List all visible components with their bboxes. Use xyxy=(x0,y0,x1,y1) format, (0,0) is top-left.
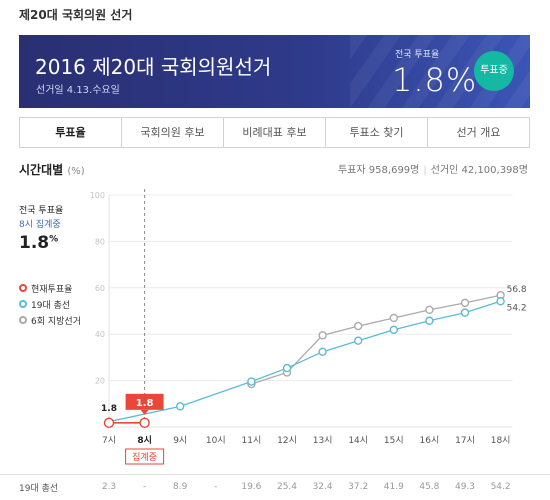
electorate-count: 선거인 42,100,398명 xyxy=(430,165,528,176)
legend-dot-local xyxy=(19,316,27,324)
legend-label-current: 현재투표율 xyxy=(31,284,73,295)
series-point-1 xyxy=(247,377,256,386)
series-start-label-0: 1.8 xyxy=(101,404,117,414)
tab-bar: 투표율 국회의원 후보 비례대표 후보 투표소 찾기 선거 개요 xyxy=(19,117,530,148)
aggregating-box xyxy=(125,448,165,465)
banner-national-rate: 1.8% xyxy=(392,61,478,99)
tab-turnout[interactable]: 투표율 xyxy=(55,126,86,139)
legend-item-current: 현재투표율 xyxy=(19,280,81,296)
footer-value: 32.4 xyxy=(312,482,333,492)
aggregation-time: 8시 집계중 xyxy=(19,220,61,230)
x-tick-label: 18시 xyxy=(491,435,511,446)
y-tick-label: 80 xyxy=(95,237,105,246)
series-end-label-1: 54.2 xyxy=(507,303,527,313)
section-unit: (%) xyxy=(67,166,85,177)
legend-label-local: 6회 지방선거 xyxy=(31,316,81,327)
y-tick-label: 100 xyxy=(90,191,105,200)
aggregating-label: 집계중 xyxy=(132,451,157,463)
footer-value: - xyxy=(142,482,147,492)
national-summary: 전국 투표율 8시 집계중 1.8% xyxy=(19,203,99,253)
banner-title: 2016 제20대 국회의원선거 xyxy=(35,55,272,79)
page-title: 제20대 국회의원 선거 xyxy=(19,8,133,22)
legend-item-19th: 19대 총선 xyxy=(19,296,81,312)
series-point-1 xyxy=(425,316,434,325)
section-title: 시간대별 (%) xyxy=(19,161,85,178)
x-tick-label: 8시 xyxy=(137,435,152,446)
tab-polling-station[interactable]: 투표소 찾기 xyxy=(325,118,427,147)
y-tick-label: 20 xyxy=(95,377,105,386)
legend-item-local: 6회 지방선거 xyxy=(19,312,81,328)
current-value-label: 1.8 xyxy=(136,398,154,409)
footer-value: 25.4 xyxy=(276,482,298,492)
series-point-1 xyxy=(354,336,363,345)
footer-value: 41.9 xyxy=(383,482,404,492)
series-point-0 xyxy=(103,417,115,429)
series-end-label-2: 56.8 xyxy=(507,285,527,295)
legend-dot-current xyxy=(19,284,27,292)
turnout-chart: 20 40 60 80 100 7시 8시 9시 10시 11시 12시 13시 14시 15시 16시 17… xyxy=(90,189,527,465)
banner-national-label: 전국 투표율 xyxy=(395,50,440,60)
election-banner: 2016 제20대 국회의원선거 선거일 4.13.수요일 전국 투표율 1.8… xyxy=(19,35,530,108)
legend-label-19th: 19대 총선 xyxy=(31,300,71,311)
footer-value: 8.9 xyxy=(173,482,188,492)
live-status-badge: 투표중 xyxy=(474,51,514,91)
series-point-1 xyxy=(460,308,470,317)
voters-count: 투표자 958,699명 xyxy=(338,165,420,176)
footer-value: 37.2 xyxy=(348,482,369,492)
series-point-1 xyxy=(318,347,327,357)
series-point-2 xyxy=(354,321,363,331)
x-tick-label: 7시 xyxy=(102,435,116,446)
y-tick-label: 40 xyxy=(95,330,105,339)
national-rate-number: 1.8 xyxy=(19,233,50,253)
footer-value: 19.6 xyxy=(241,482,262,492)
x-tick-label: 16시 xyxy=(420,435,440,446)
chart-legend: 현재투표율 19대 총선 6회 지방선거 xyxy=(19,280,81,328)
x-tick-label: 13시 xyxy=(313,435,333,446)
footer-value: 2.3 xyxy=(101,482,117,492)
series-point-1 xyxy=(282,363,292,373)
series-line-2 xyxy=(251,294,501,385)
series-point-2 xyxy=(389,313,398,323)
tab-proportional[interactable]: 비례대표 후보 xyxy=(223,118,325,147)
series-point-2 xyxy=(460,298,470,308)
x-tick-label: 9시 xyxy=(173,435,187,446)
series-point-1 xyxy=(175,402,185,411)
footer-value: 45.8 xyxy=(419,482,440,492)
x-tick-label: 12시 xyxy=(277,435,297,446)
national-turnout-label: 전국 투표율 xyxy=(19,206,64,216)
section-title-text: 시간대별 xyxy=(19,163,64,177)
national-rate-unit: % xyxy=(49,234,59,245)
legend-dot-19th xyxy=(19,300,27,308)
footer-value: 49.3 xyxy=(454,482,476,492)
footer-row: 19대 총선 2.3 - 8.9 - 19.6 25.4 32.4 37.2 41.9 45.8 4… xyxy=(0,474,550,500)
x-tick-label: 10시 xyxy=(206,435,226,446)
x-tick-label: 14시 xyxy=(348,435,368,446)
x-tick-label: 17시 xyxy=(455,435,475,446)
tab-overview[interactable]: 선거 개요 xyxy=(427,118,529,147)
banner-date: 선거일 4.13.수요일 xyxy=(36,85,120,96)
series-line-1 xyxy=(108,300,501,423)
x-tick-label: 11시 xyxy=(242,435,262,446)
footer-label: 19대 총선 xyxy=(19,484,59,494)
series-point-1 xyxy=(496,297,505,306)
national-turnout-value: 1.8% xyxy=(19,233,99,253)
voter-stats: 투표자 958,699명 | 선거인 42,100,398명 xyxy=(338,165,528,176)
current-value-pointer xyxy=(140,409,149,415)
x-tick-label: 15시 xyxy=(384,435,404,446)
series-point-1 xyxy=(389,325,398,334)
series-point-2 xyxy=(425,305,434,315)
current-value-box xyxy=(125,393,164,410)
series-point-2 xyxy=(318,331,327,340)
tab-candidates[interactable]: 국회의원 후보 xyxy=(121,118,223,147)
series-point-0 xyxy=(139,417,150,429)
footer-value: 54.2 xyxy=(490,482,511,492)
footer-value: - xyxy=(214,482,218,492)
y-tick-label: 60 xyxy=(95,284,105,293)
